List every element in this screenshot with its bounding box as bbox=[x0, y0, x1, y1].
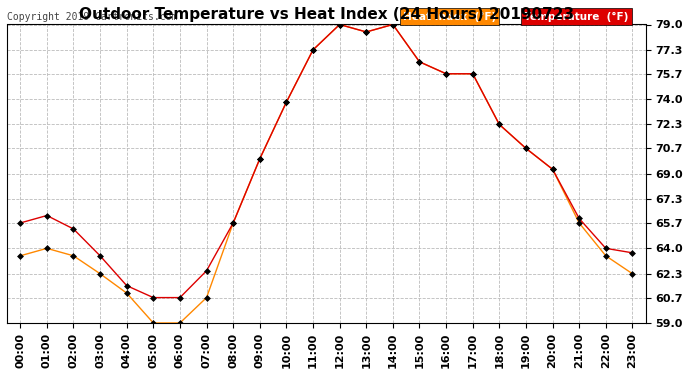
Text: Heat Index  (°F): Heat Index (°F) bbox=[403, 11, 496, 21]
Text: Copyright 2019 Cartronics.com: Copyright 2019 Cartronics.com bbox=[7, 12, 177, 21]
Title: Outdoor Temperature vs Heat Index (24 Hours) 20190723: Outdoor Temperature vs Heat Index (24 Ho… bbox=[79, 7, 574, 22]
Text: Temperature  (°F): Temperature (°F) bbox=[524, 11, 629, 21]
